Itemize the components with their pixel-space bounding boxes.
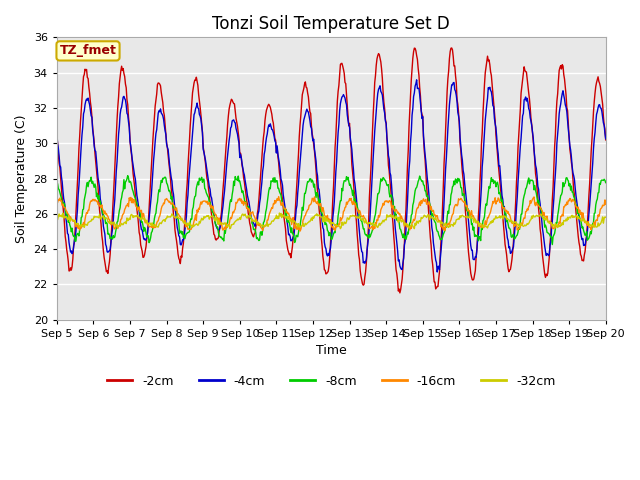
-8cm <box>602 180 609 185</box>
-16cm <box>296 228 304 234</box>
Title: Tonzi Soil Temperature Set D: Tonzi Soil Temperature Set D <box>212 15 450 33</box>
-4cm <box>53 129 61 134</box>
Line: -2cm: -2cm <box>57 48 605 293</box>
Line: -32cm: -32cm <box>57 213 605 228</box>
-2cm <box>602 137 609 143</box>
Line: -4cm: -4cm <box>57 80 605 272</box>
-4cm <box>197 116 205 122</box>
Line: -8cm: -8cm <box>57 176 605 245</box>
-2cm <box>173 244 181 250</box>
-2cm <box>431 279 439 285</box>
-16cm <box>197 199 205 205</box>
-8cm <box>431 219 439 225</box>
-32cm <box>602 215 609 220</box>
-16cm <box>53 197 61 203</box>
-32cm <box>553 222 561 228</box>
-8cm <box>548 242 556 248</box>
-4cm <box>553 140 561 146</box>
Text: TZ_fmet: TZ_fmet <box>60 44 116 58</box>
-8cm <box>53 181 61 187</box>
-4cm <box>602 136 609 142</box>
-8cm <box>198 174 205 180</box>
-8cm <box>377 176 385 182</box>
Legend: -2cm, -4cm, -8cm, -16cm, -32cm: -2cm, -4cm, -8cm, -16cm, -32cm <box>102 370 561 393</box>
-2cm <box>323 271 330 276</box>
-2cm <box>448 45 456 51</box>
-2cm <box>553 98 561 104</box>
-4cm <box>433 269 441 275</box>
-16cm <box>324 218 332 224</box>
-32cm <box>276 210 284 216</box>
-4cm <box>431 252 439 257</box>
-8cm <box>174 216 182 222</box>
-2cm <box>396 290 404 296</box>
-16cm <box>432 215 440 220</box>
-4cm <box>413 77 420 83</box>
-16cm <box>602 202 609 207</box>
-32cm <box>173 213 181 219</box>
-4cm <box>376 83 384 89</box>
-32cm <box>226 226 234 231</box>
-16cm <box>378 205 385 211</box>
-8cm <box>553 220 561 226</box>
X-axis label: Time: Time <box>316 344 347 357</box>
-8cm <box>124 173 132 179</box>
-32cm <box>432 215 440 221</box>
-16cm <box>553 223 561 229</box>
-32cm <box>53 216 61 222</box>
-32cm <box>378 221 385 227</box>
-4cm <box>323 252 330 257</box>
-16cm <box>275 194 282 200</box>
-16cm <box>173 211 181 216</box>
-32cm <box>324 217 332 223</box>
-2cm <box>197 112 205 118</box>
-2cm <box>376 55 384 61</box>
-2cm <box>53 133 61 139</box>
-8cm <box>324 228 332 233</box>
Y-axis label: Soil Temperature (C): Soil Temperature (C) <box>15 114 28 243</box>
Line: -16cm: -16cm <box>57 197 605 231</box>
-4cm <box>173 225 181 230</box>
-32cm <box>197 217 205 223</box>
